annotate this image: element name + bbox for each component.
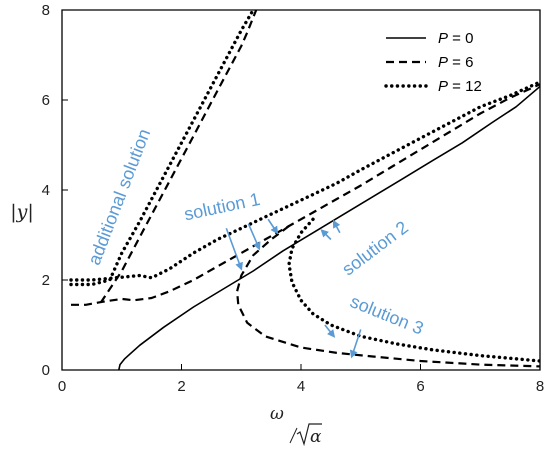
y-tick-label: 8 <box>42 2 50 19</box>
annotation-arrow <box>320 229 332 241</box>
legend-item-dashed: P = 6 <box>386 54 473 71</box>
x-tick-label: 0 <box>58 378 66 395</box>
legend-label: P = 12 <box>438 78 482 95</box>
x-axis-label-radical <box>296 423 322 447</box>
y-tick-label: 2 <box>42 272 50 289</box>
series-dashed-line-2 <box>99 10 258 304</box>
series-lines <box>69 10 540 370</box>
legend-label: P = 0 <box>438 30 473 47</box>
series-dotted-line-3 <box>287 217 540 363</box>
annotation-arrow <box>332 219 341 234</box>
x-tick-label: 4 <box>297 378 305 395</box>
series-dashed-line-1 <box>71 83 540 306</box>
axes: 0 2 4 6 8 0 2 4 6 8 <box>42 2 545 395</box>
series-dotted-line-2 <box>69 10 255 287</box>
annotation-arrow <box>225 227 243 271</box>
x-axis-label-numerator: ω <box>270 404 284 424</box>
x-tick-label: 2 <box>177 378 185 395</box>
x-axis-label-denominator: α <box>310 427 322 447</box>
legend-item-solid: P = 0 <box>386 30 473 47</box>
x-axis-label: ω α <box>270 404 322 447</box>
annotation-arrow <box>267 218 279 235</box>
x-tick-label: 8 <box>536 378 544 395</box>
annotation-arrow <box>324 324 336 338</box>
y-axis-label: |y| <box>10 201 34 223</box>
legend-label: P = 6 <box>438 54 473 71</box>
legend: P = 0 P = 6 P = 12 <box>384 30 482 95</box>
y-tick-label: 0 <box>42 362 50 379</box>
series-dashed-line-3 <box>236 225 540 368</box>
y-tick-label: 4 <box>42 182 50 199</box>
legend-item-dotted: P = 12 <box>384 78 482 95</box>
x-axis-label-slash <box>289 427 298 444</box>
annotation-arrow <box>247 223 261 251</box>
x-tick-label: 6 <box>416 378 424 395</box>
y-tick-label: 6 <box>42 92 50 109</box>
annotation-arrow <box>349 329 362 359</box>
series-solid-line-1 <box>118 85 540 370</box>
series-dotted-line-1 <box>69 80 540 282</box>
